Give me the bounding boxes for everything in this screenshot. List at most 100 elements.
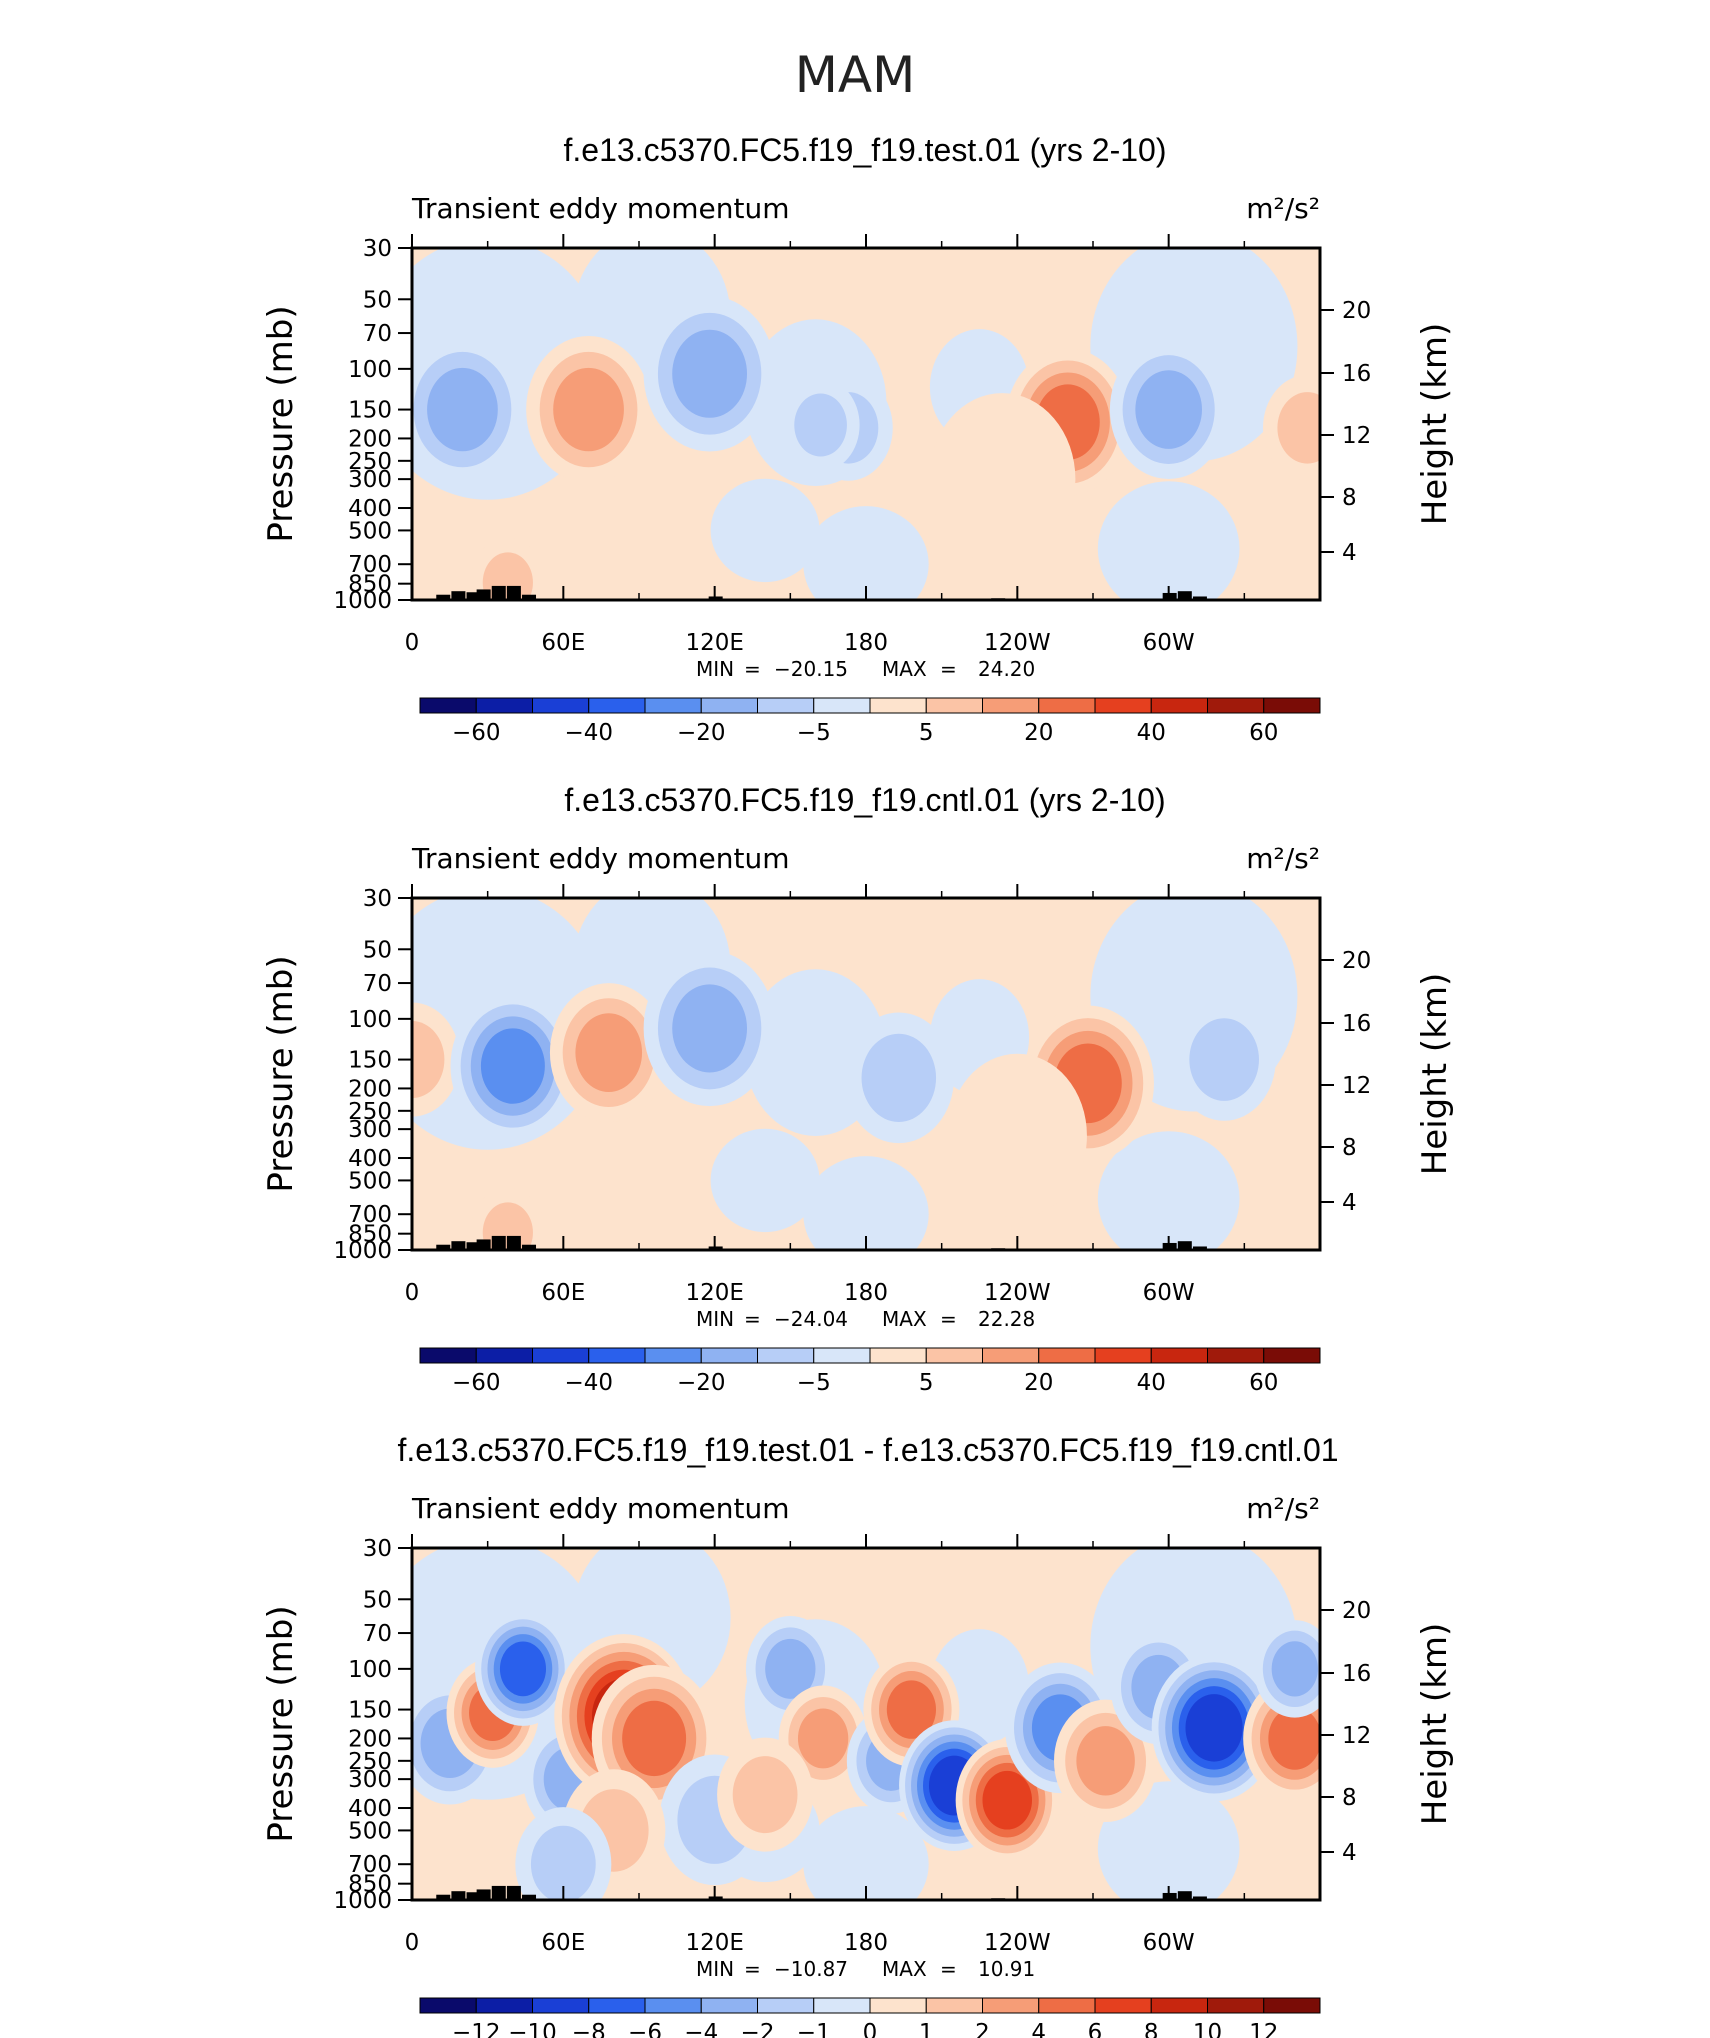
colorbar-swatch bbox=[475, 1997, 533, 2014]
topography-bar bbox=[1192, 1896, 1207, 1900]
min-eq: = bbox=[744, 1307, 761, 1331]
height-tick-label: 4 bbox=[1342, 540, 1357, 566]
x-tick-label: 180 bbox=[844, 630, 888, 656]
positive-contour bbox=[553, 367, 624, 452]
colorbar-swatch bbox=[1150, 697, 1208, 714]
y-axis-title: Pressure (mb) bbox=[261, 305, 301, 542]
variable-label: Transient eddy momentum bbox=[411, 842, 790, 875]
y-tick-label: 250 bbox=[348, 1749, 392, 1775]
max-label: MAX bbox=[882, 1957, 927, 1981]
colorbar-swatch bbox=[869, 697, 927, 714]
x-tick-label: 0 bbox=[405, 1280, 420, 1306]
colorbar-label: −40 bbox=[564, 720, 613, 746]
y-tick-label: 100 bbox=[348, 1007, 392, 1033]
colorbar-swatch bbox=[588, 697, 646, 714]
colorbar-swatch bbox=[532, 1997, 590, 2014]
weak-negative-region bbox=[803, 1806, 929, 1900]
negative-contour bbox=[427, 367, 498, 452]
min-label: MIN bbox=[696, 1307, 734, 1331]
positive-contour bbox=[482, 1202, 533, 1250]
topography-bar bbox=[522, 594, 537, 600]
positive-contour bbox=[797, 1708, 849, 1769]
x-tick-label: 60W bbox=[1143, 630, 1195, 656]
colorbar-swatch bbox=[925, 1997, 983, 2014]
topography-bar bbox=[522, 1894, 537, 1900]
topography-bar bbox=[491, 585, 506, 600]
x-tick-label: 0 bbox=[405, 630, 420, 656]
colorbar-swatch bbox=[757, 1997, 815, 2014]
topography-bar bbox=[451, 591, 466, 600]
height-tick-label: 20 bbox=[1342, 948, 1371, 974]
stats-line: MIN = −10.87 MAX = 10.91 bbox=[696, 1957, 1035, 1981]
y-tick-label: 150 bbox=[348, 1698, 392, 1724]
colorbar-label: −2 bbox=[741, 2020, 775, 2038]
height-tick-label: 4 bbox=[1342, 1190, 1357, 1216]
colorbar-swatch bbox=[644, 1347, 702, 1364]
negative-contour bbox=[672, 984, 748, 1073]
y-tick-label: 700 bbox=[348, 1202, 392, 1228]
colorbar-swatch bbox=[1038, 1997, 1096, 2014]
x-tick-label: 120W bbox=[984, 630, 1051, 656]
colorbar-label: 40 bbox=[1137, 1370, 1166, 1396]
colorbar-swatch bbox=[982, 1997, 1040, 2014]
panel-diff: f.e13.c5370.FC5.f19_f19.test.01 - f.e13.… bbox=[261, 1432, 1455, 2038]
colorbar-swatch bbox=[1207, 697, 1265, 714]
topography-bar bbox=[451, 1241, 466, 1250]
plot-area bbox=[412, 1548, 1320, 1900]
colorbar-label: −1 bbox=[797, 2020, 831, 2038]
y-tick-label: 850 bbox=[348, 1222, 392, 1248]
topography-bar bbox=[1177, 591, 1192, 600]
topography-bar bbox=[1177, 1891, 1192, 1900]
negative-contour bbox=[1189, 1018, 1259, 1101]
x-tick-label: 60W bbox=[1143, 1930, 1195, 1956]
y2-axis-title: Height (km) bbox=[1415, 973, 1455, 1176]
topography-bar bbox=[476, 1889, 491, 1900]
y-tick-label: 250 bbox=[348, 1099, 392, 1125]
colorbar-label: 10 bbox=[1193, 2020, 1222, 2038]
positive-contour bbox=[947, 1053, 1087, 1218]
colorbar-swatch bbox=[1094, 1347, 1152, 1364]
y-tick-label: 30 bbox=[363, 1536, 392, 1562]
colorbar-swatch bbox=[532, 697, 590, 714]
weak-negative-region bbox=[1097, 1131, 1240, 1250]
topography-bar bbox=[506, 585, 521, 600]
negative-contour bbox=[765, 1638, 816, 1699]
colorbar-swatch bbox=[1150, 1997, 1208, 2014]
y-tick-label: 850 bbox=[348, 572, 392, 598]
colorbar-swatch bbox=[1263, 1347, 1321, 1364]
topography-bar bbox=[466, 592, 481, 600]
x-tick-label: 120E bbox=[685, 1930, 743, 1956]
height-tick-label: 16 bbox=[1342, 1011, 1371, 1037]
weak-negative-region bbox=[710, 1128, 820, 1233]
colorbar-label: −20 bbox=[677, 720, 726, 746]
topography-bar bbox=[1177, 1241, 1192, 1250]
height-tick-label: 16 bbox=[1342, 1661, 1371, 1687]
topography-bar bbox=[436, 1244, 451, 1250]
negative-contour bbox=[530, 1825, 596, 1900]
height-tick-label: 20 bbox=[1342, 1598, 1371, 1624]
colorbar-label: 4 bbox=[1031, 2020, 1046, 2038]
max-label: MAX bbox=[882, 1307, 927, 1331]
colorbar-swatch bbox=[644, 697, 702, 714]
topography-bar bbox=[476, 1239, 491, 1250]
colorbar-swatch bbox=[419, 697, 477, 714]
colorbar-label: 8 bbox=[1144, 2020, 1159, 2038]
max-value: 22.28 bbox=[978, 1307, 1035, 1331]
colorbar-swatch bbox=[700, 1347, 758, 1364]
colorbar-label: −60 bbox=[452, 1370, 501, 1396]
height-tick-label: 16 bbox=[1342, 361, 1371, 387]
weak-negative-region bbox=[803, 506, 929, 600]
colorbar-label: −60 bbox=[452, 720, 501, 746]
colorbar-label: −12 bbox=[452, 2020, 501, 2038]
x-tick-label: 120W bbox=[984, 1930, 1051, 1956]
y-tick-label: 100 bbox=[348, 357, 392, 383]
colorbar-swatch bbox=[1150, 1347, 1208, 1364]
colorbar-swatch bbox=[1094, 1997, 1152, 2014]
colorbar-swatch bbox=[588, 1997, 646, 2014]
positive-contour bbox=[622, 1700, 687, 1777]
topography-bar bbox=[451, 1891, 466, 1900]
negative-contour bbox=[499, 1641, 547, 1697]
colorbar-label: 5 bbox=[919, 1370, 934, 1396]
colorbar-label: 5 bbox=[919, 720, 934, 746]
